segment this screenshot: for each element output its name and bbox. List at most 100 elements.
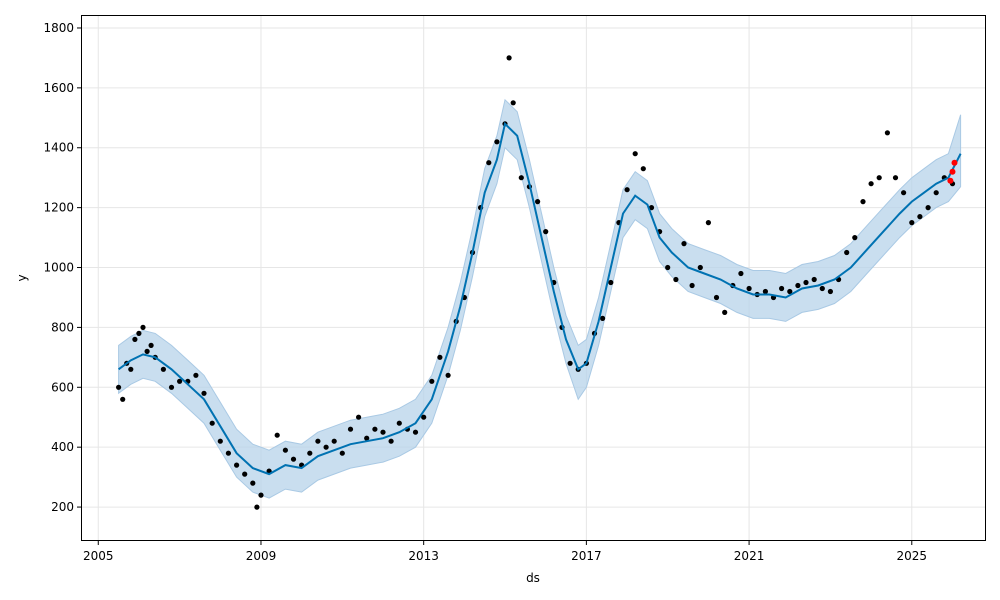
observed-point bbox=[909, 220, 915, 226]
recent-point bbox=[951, 159, 958, 166]
observed-point bbox=[844, 249, 850, 256]
observed-point bbox=[665, 264, 671, 271]
observed-point bbox=[494, 139, 500, 145]
y-axis-ticks: 200 400 600 800 1000 1200 1400 1600 1800 bbox=[43, 21, 82, 514]
observed-point bbox=[681, 241, 687, 247]
x-tick-label: 2017 bbox=[571, 549, 602, 563]
observed-point bbox=[144, 348, 150, 354]
observed-point bbox=[624, 187, 630, 193]
observed-point bbox=[518, 175, 524, 181]
observed-point bbox=[282, 447, 288, 453]
y-tick-label: 800 bbox=[51, 320, 74, 334]
observed-point bbox=[738, 270, 744, 277]
observed-point bbox=[648, 205, 655, 211]
observed-point bbox=[254, 504, 260, 510]
x-tick-label: 2009 bbox=[246, 549, 277, 563]
observed-point bbox=[632, 151, 638, 157]
observed-point bbox=[217, 438, 223, 444]
observed-point bbox=[160, 366, 166, 372]
observed-point bbox=[274, 432, 280, 438]
observed-point bbox=[148, 342, 154, 348]
observed-point bbox=[140, 324, 146, 330]
observed-point bbox=[242, 471, 248, 477]
observed-point bbox=[209, 420, 215, 426]
observed-point bbox=[600, 315, 606, 321]
observed-point bbox=[388, 438, 394, 444]
observed-point bbox=[673, 276, 679, 283]
observed-point bbox=[168, 384, 175, 390]
observed-point bbox=[722, 309, 728, 315]
observed-point bbox=[852, 235, 858, 241]
observed-point bbox=[543, 229, 549, 235]
recent-points bbox=[947, 159, 958, 184]
observed-point bbox=[779, 285, 785, 292]
observed-point bbox=[356, 414, 362, 420]
observed-point bbox=[193, 372, 199, 378]
observed-point bbox=[892, 175, 899, 181]
y-tick-label: 1800 bbox=[43, 21, 74, 35]
observed-point bbox=[136, 330, 142, 336]
observed-point bbox=[331, 438, 337, 444]
observed-point bbox=[201, 390, 207, 396]
plot-frame bbox=[81, 15, 986, 541]
observed-point bbox=[429, 378, 435, 384]
observed-point bbox=[868, 181, 874, 187]
observed-point bbox=[421, 414, 427, 420]
x-tick-label: 2025 bbox=[897, 549, 928, 563]
observed-point bbox=[925, 205, 931, 211]
observed-point bbox=[567, 360, 573, 366]
observed-point bbox=[819, 285, 825, 292]
observed-point bbox=[290, 456, 297, 462]
y-tick-label: 1200 bbox=[43, 201, 74, 215]
recent-point bbox=[947, 177, 954, 184]
observed-point bbox=[811, 276, 817, 283]
recent-point bbox=[949, 168, 956, 175]
observed-point bbox=[705, 220, 712, 226]
uncertainty-band bbox=[118, 98, 962, 499]
y-axis-label: y bbox=[15, 274, 29, 281]
observed-point bbox=[339, 450, 345, 456]
observed-point bbox=[132, 336, 138, 342]
observed-point bbox=[364, 435, 370, 441]
observed-point bbox=[827, 288, 834, 295]
observed-point bbox=[689, 282, 695, 289]
observed-point bbox=[713, 294, 720, 301]
observed-point bbox=[506, 55, 512, 61]
observed-point bbox=[795, 282, 801, 289]
forecast-line-path bbox=[118, 121, 962, 476]
x-tick-label: 2021 bbox=[734, 549, 765, 563]
observed-point bbox=[380, 429, 386, 435]
observed-point bbox=[128, 366, 134, 372]
observed-point bbox=[225, 450, 231, 456]
observed-point bbox=[486, 160, 492, 166]
observed-point bbox=[901, 190, 907, 196]
observed-point bbox=[234, 462, 240, 468]
observed-point bbox=[917, 214, 923, 220]
x-tick-label: 2005 bbox=[83, 549, 114, 563]
observed-point bbox=[250, 480, 256, 486]
observed-point bbox=[445, 372, 451, 378]
observed-point bbox=[787, 288, 793, 295]
observed-point bbox=[803, 279, 809, 286]
observed-point bbox=[608, 279, 614, 286]
observed-point bbox=[437, 354, 443, 360]
observed-point bbox=[372, 426, 378, 432]
observed-point bbox=[315, 438, 321, 444]
observed-point bbox=[177, 378, 183, 384]
x-axis-label: ds bbox=[526, 571, 540, 585]
observed-point bbox=[535, 199, 541, 205]
x-axis-ticks: 2005 2009 2013 2017 2021 2025 bbox=[83, 540, 927, 563]
x-tick-label: 2013 bbox=[408, 549, 439, 563]
observed-point bbox=[307, 450, 313, 456]
y-tick-label: 200 bbox=[51, 500, 74, 514]
observed-point bbox=[323, 444, 329, 450]
observed-point bbox=[120, 396, 126, 402]
observed-point bbox=[746, 285, 752, 292]
observed-point bbox=[510, 100, 516, 106]
grid-lines bbox=[82, 16, 985, 540]
y-tick-label: 1000 bbox=[43, 261, 74, 275]
y-tick-label: 600 bbox=[51, 380, 74, 394]
y-tick-label: 400 bbox=[51, 440, 74, 454]
observed-point bbox=[876, 175, 882, 181]
